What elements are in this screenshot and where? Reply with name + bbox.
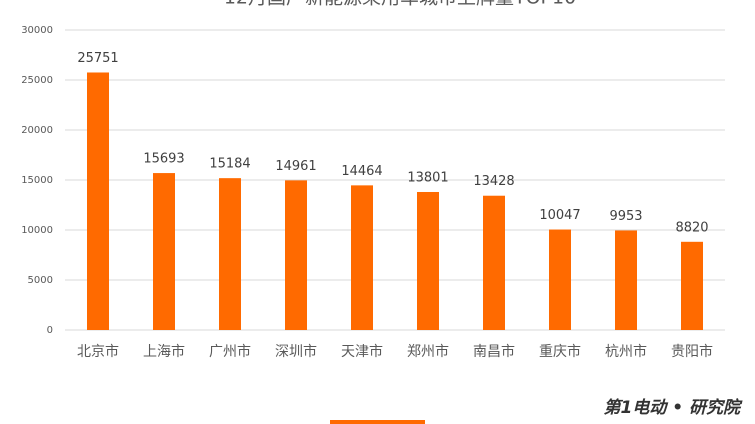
- bar: [153, 173, 175, 330]
- bar: [285, 180, 307, 330]
- value-label: 14961: [275, 159, 316, 174]
- value-label: 8820: [675, 220, 708, 235]
- bar: [219, 178, 241, 330]
- y-tick-label: 10000: [21, 225, 53, 236]
- bar: [417, 191, 439, 330]
- x-tick-label: 广州市: [209, 343, 251, 360]
- x-tick-label: 上海市: [143, 343, 185, 360]
- x-tick-label: 重庆市: [539, 343, 581, 360]
- x-tick-label: 杭州市: [605, 343, 647, 360]
- bar: [615, 230, 637, 330]
- y-tick-label: 20000: [21, 125, 53, 136]
- bar: [549, 229, 571, 330]
- value-label: 13801: [407, 170, 448, 185]
- x-tick-label: 郑州市: [407, 343, 449, 360]
- x-tick-label: 北京市: [77, 343, 119, 360]
- y-tick-label: 0: [47, 325, 53, 336]
- watermark: 第1电动 • 研究院: [603, 398, 743, 418]
- y-tick-label: 5000: [28, 275, 53, 286]
- bar: [351, 185, 373, 330]
- y-tick-label: 25000: [21, 75, 53, 86]
- x-tick-label: 深圳市: [275, 343, 317, 360]
- value-label: 13428: [473, 174, 514, 189]
- bar: [681, 241, 703, 330]
- y-tick-label: 15000: [21, 175, 53, 186]
- page-indicator: [330, 420, 425, 424]
- x-tick-label: 天津市: [341, 343, 383, 360]
- x-tick-label: 贵阳市: [671, 343, 713, 360]
- bar: [87, 72, 109, 331]
- chart-title: 12月国产新能源乘用车城市上牌量TOP10: [224, 0, 576, 9]
- value-label: 25751: [77, 51, 118, 66]
- bar: [483, 195, 505, 330]
- x-tick-label: 南昌市: [473, 343, 515, 360]
- value-label: 10047: [539, 208, 580, 223]
- y-tick-label: 30000: [21, 25, 53, 36]
- value-label: 9953: [609, 209, 642, 224]
- value-label: 14464: [341, 164, 382, 179]
- value-label: 15184: [209, 157, 250, 172]
- value-label: 15693: [143, 152, 184, 167]
